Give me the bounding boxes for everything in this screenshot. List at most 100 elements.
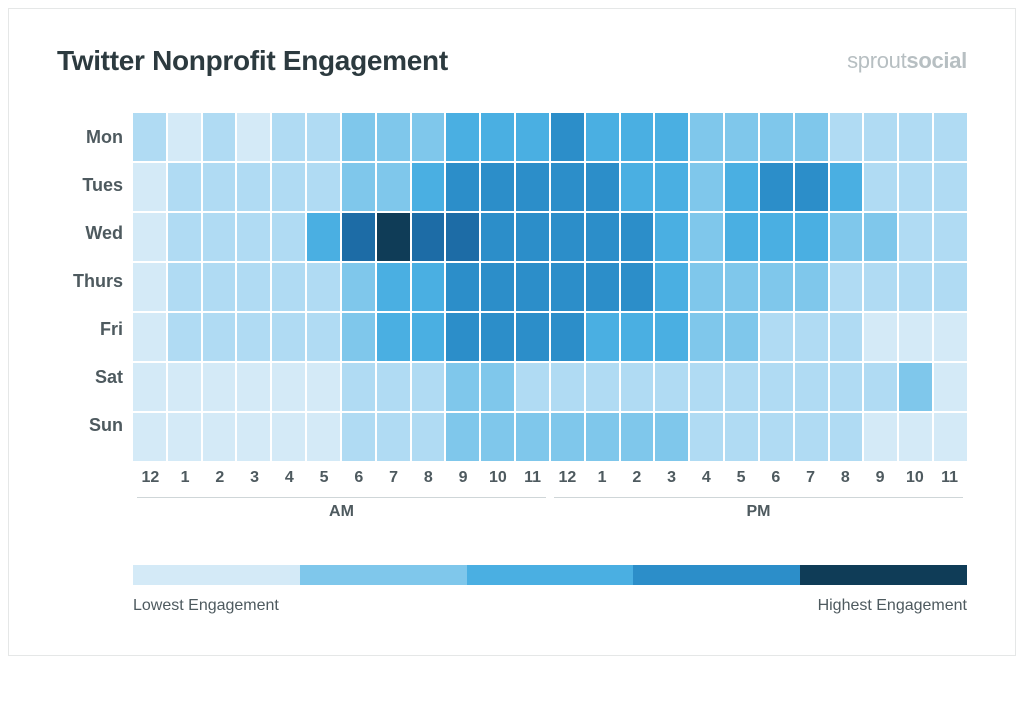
heatmap-cell bbox=[342, 363, 375, 411]
heatmap-cell bbox=[864, 263, 897, 311]
heatmap-cell bbox=[934, 213, 967, 261]
heatmap-cell bbox=[899, 413, 932, 461]
heatmap-cell bbox=[203, 113, 236, 161]
heatmap-cell bbox=[272, 163, 305, 211]
y-label: Mon bbox=[57, 113, 123, 161]
x-label: 6 bbox=[759, 469, 794, 487]
heatmap-cell bbox=[133, 213, 166, 261]
x-label: 1 bbox=[168, 469, 203, 487]
x-label: 10 bbox=[898, 469, 933, 487]
x-label: 9 bbox=[863, 469, 898, 487]
heatmap-cell bbox=[481, 113, 514, 161]
heatmap-cell bbox=[307, 413, 340, 461]
x-label: 6 bbox=[342, 469, 377, 487]
heatmap-cell bbox=[307, 163, 340, 211]
x-label: 7 bbox=[376, 469, 411, 487]
heatmap-cell bbox=[795, 163, 828, 211]
heatmap-cell bbox=[795, 263, 828, 311]
heatmap-cell bbox=[342, 413, 375, 461]
heatmap-cell bbox=[899, 313, 932, 361]
heatmap-cell bbox=[830, 163, 863, 211]
heatmap-cell bbox=[830, 313, 863, 361]
heatmap-cell bbox=[795, 113, 828, 161]
brand-light: sprout bbox=[847, 48, 906, 73]
heatmap-cell bbox=[655, 163, 688, 211]
heatmap-cell bbox=[168, 113, 201, 161]
period-row: AM PM bbox=[133, 497, 967, 521]
heatmap-cell bbox=[586, 263, 619, 311]
heatmap-cell bbox=[168, 263, 201, 311]
heatmap-cell bbox=[272, 263, 305, 311]
heatmap-cell bbox=[168, 363, 201, 411]
heatmap-cell bbox=[481, 213, 514, 261]
heatmap-cell bbox=[551, 113, 584, 161]
y-label: Sat bbox=[57, 353, 123, 401]
legend-segment bbox=[633, 565, 800, 585]
legend-segment bbox=[133, 565, 300, 585]
heatmap-cell bbox=[307, 313, 340, 361]
heatmap-cell bbox=[516, 413, 549, 461]
heatmap-cell bbox=[168, 163, 201, 211]
x-label: 3 bbox=[654, 469, 689, 487]
heatmap-cell bbox=[133, 113, 166, 161]
heatmap-cell bbox=[551, 313, 584, 361]
heatmap-cell bbox=[377, 313, 410, 361]
legend-segment bbox=[467, 565, 634, 585]
heatmap-cell bbox=[446, 313, 479, 361]
heatmap-cell bbox=[516, 213, 549, 261]
heatmap-cell bbox=[516, 313, 549, 361]
heatmap-cell bbox=[864, 113, 897, 161]
heatmap-cell bbox=[446, 263, 479, 311]
heatmap-cell bbox=[551, 363, 584, 411]
heatmap-cell bbox=[481, 363, 514, 411]
heatmap-cell bbox=[446, 213, 479, 261]
heatmap-grid bbox=[133, 113, 967, 461]
heatmap-cell bbox=[934, 113, 967, 161]
heatmap-cell bbox=[934, 163, 967, 211]
heatmap-cell bbox=[760, 113, 793, 161]
heatmap-cell bbox=[760, 413, 793, 461]
heatmap-cell bbox=[655, 213, 688, 261]
heatmap-cell bbox=[690, 163, 723, 211]
x-label: 4 bbox=[272, 469, 307, 487]
chart-title: Twitter Nonprofit Engagement bbox=[57, 45, 448, 77]
x-axis-labels: 121234567891011121234567891011 bbox=[133, 469, 967, 487]
heatmap-cell bbox=[725, 413, 758, 461]
heatmap-cell bbox=[760, 213, 793, 261]
heatmap-cell bbox=[830, 363, 863, 411]
legend-low-label: Lowest Engagement bbox=[133, 597, 279, 615]
y-label: Sun bbox=[57, 401, 123, 449]
legend: Lowest Engagement Highest Engagement bbox=[133, 565, 967, 615]
legend-bar bbox=[133, 565, 967, 585]
heatmap-cell bbox=[203, 163, 236, 211]
heatmap-cell bbox=[516, 113, 549, 161]
heatmap-cell bbox=[655, 363, 688, 411]
heatmap-cell bbox=[446, 163, 479, 211]
heatmap-cell bbox=[342, 263, 375, 311]
heatmap-cell bbox=[481, 313, 514, 361]
heatmap-cell bbox=[307, 113, 340, 161]
heatmap-cell bbox=[516, 263, 549, 311]
heatmap-cell bbox=[551, 263, 584, 311]
heatmap-cell bbox=[551, 163, 584, 211]
x-label: 7 bbox=[793, 469, 828, 487]
heatmap-cell bbox=[899, 113, 932, 161]
heatmap-cell bbox=[690, 313, 723, 361]
heatmap-cell bbox=[795, 213, 828, 261]
heatmap-cell bbox=[655, 413, 688, 461]
heatmap-cell bbox=[412, 263, 445, 311]
heatmap-cell bbox=[690, 413, 723, 461]
heatmap-cell bbox=[864, 413, 897, 461]
heatmap-cell bbox=[377, 263, 410, 311]
heatmap-cell bbox=[168, 213, 201, 261]
brand-bold: social bbox=[906, 48, 967, 73]
heatmap-cell bbox=[655, 113, 688, 161]
heatmap-cell bbox=[690, 363, 723, 411]
heatmap-cell bbox=[133, 363, 166, 411]
heatmap-cell bbox=[203, 263, 236, 311]
heatmap-cell bbox=[934, 263, 967, 311]
heatmap-cell bbox=[412, 313, 445, 361]
heatmap-cell bbox=[690, 213, 723, 261]
heatmap-cell bbox=[725, 363, 758, 411]
heatmap-cell bbox=[272, 313, 305, 361]
